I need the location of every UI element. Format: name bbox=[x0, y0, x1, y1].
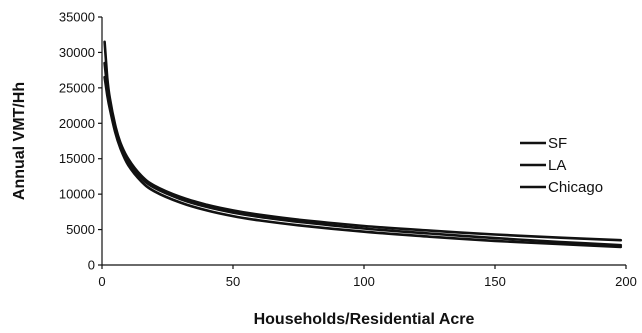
x-tick-label: 200 bbox=[615, 274, 637, 289]
y-tick-label: 5000 bbox=[66, 222, 95, 237]
x-tick-label: 150 bbox=[484, 274, 506, 289]
legend-label-la: LA bbox=[548, 157, 566, 174]
y-tick-label: 35000 bbox=[59, 10, 95, 25]
y-tick-label: 20000 bbox=[59, 116, 95, 131]
y-tick-label: 10000 bbox=[59, 187, 95, 202]
legend-label-chicago: Chicago bbox=[548, 179, 603, 196]
x-axis: 0 50 100 150 200 bbox=[98, 264, 637, 289]
y-axis: 0 5000 10000 15000 20000 25000 30000 35000 bbox=[59, 10, 103, 273]
legend-label-sf: SF bbox=[548, 135, 567, 152]
series-line-sf bbox=[103, 40, 623, 242]
y-tick-label: 15000 bbox=[59, 151, 95, 166]
legend: SF LA Chicago bbox=[520, 135, 603, 196]
series-lines bbox=[103, 40, 623, 249]
x-tick-label: 50 bbox=[226, 274, 240, 289]
y-tick-label: 25000 bbox=[59, 80, 95, 95]
series-line-chicago bbox=[103, 75, 623, 249]
x-tick-label: 100 bbox=[353, 274, 375, 289]
x-tick-label: 0 bbox=[98, 274, 105, 289]
x-axis-title: Households/Residential Acre bbox=[254, 311, 475, 328]
y-tick-label: 30000 bbox=[59, 45, 95, 60]
y-tick-label: 0 bbox=[88, 258, 95, 273]
y-axis-title: Annual VMT/Hh bbox=[11, 82, 28, 200]
series-line-la bbox=[103, 61, 623, 247]
